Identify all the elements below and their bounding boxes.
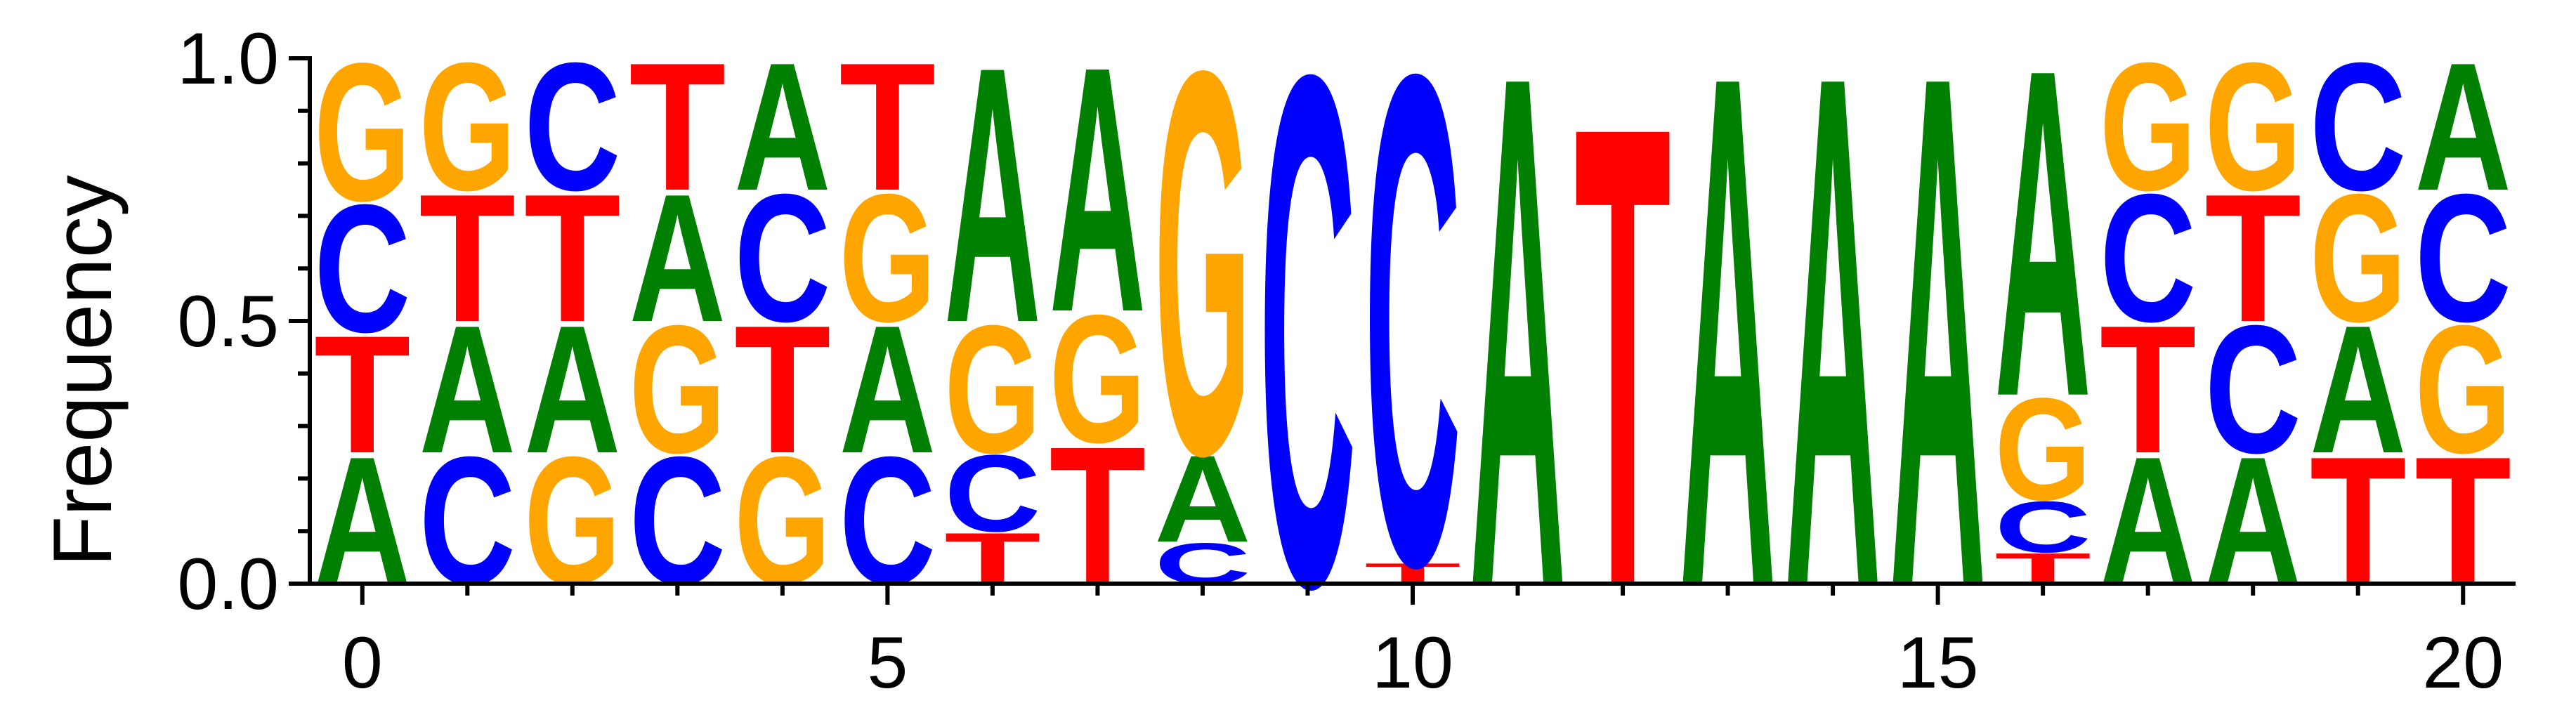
logo-letter-a-pos-16: A <box>1994 0 2091 494</box>
logo-letter-a-pos-8: A <box>1154 430 1251 568</box>
logo-letter-t-pos-4: T <box>734 287 831 492</box>
logo-letter-t-pos-1: T <box>419 156 516 360</box>
logo-letter-t-pos-5: T <box>839 25 936 229</box>
logo-letter-a-pos-19: A <box>2310 288 2407 492</box>
logo-letter-t-pos-2: T <box>524 156 621 360</box>
logo-letter-a-pos-6: A <box>944 0 1041 398</box>
logo-letter-c-pos-16: C <box>1994 486 2091 567</box>
logo-letter-c-pos-10: C <box>1364 0 1461 712</box>
logo-letter-a-pos-11: A <box>1470 0 1567 722</box>
logo-letter-a-pos-3: A <box>629 157 726 360</box>
logo-letter-c-pos-18: C <box>2204 288 2301 492</box>
logo-letter-g-pos-3: G <box>629 288 726 492</box>
x-tick-label: 20 <box>2422 622 2504 704</box>
logo-letter-a-pos-1: A <box>419 288 516 492</box>
y-tick-label: 0.5 <box>177 281 279 362</box>
logo-letter-c-pos-20: C <box>2414 157 2511 360</box>
logo-letter-a-pos-20: A <box>2414 25 2511 229</box>
logo-letter-a-pos-15: A <box>1890 0 1987 722</box>
logo-letter-t-pos-17: T <box>2100 287 2197 492</box>
logo-letter-c-pos-2: C <box>524 25 621 229</box>
logo-letter-c-pos-9: C <box>1260 0 1356 722</box>
logo-letter-g-pos-6: G <box>944 288 1041 492</box>
logo-letter-g-pos-20: G <box>2414 288 2511 492</box>
logo-letter-g-pos-0: G <box>314 22 411 242</box>
logo-letter-a-pos-2: A <box>524 288 621 492</box>
logo-letter-a-pos-7: A <box>1050 0 1146 385</box>
logo-letter-a-pos-5: A <box>839 288 936 492</box>
logo-letter-t-pos-3: T <box>629 25 726 229</box>
logo-letter-c-pos-19: C <box>2310 25 2407 229</box>
logo-letter-g-pos-19: G <box>2310 157 2407 360</box>
logo-letter-g-pos-18: G <box>2204 25 2301 229</box>
logo-letter-t-pos-18: T <box>2204 156 2301 360</box>
y-tick-label: 1.0 <box>177 18 279 100</box>
logo-letter-g-pos-1: G <box>419 25 516 229</box>
y-tick-label: 0.0 <box>177 544 279 625</box>
logo-letter-g-pos-7: G <box>1050 277 1146 481</box>
logo-letter-a-pos-13: A <box>1680 0 1777 722</box>
x-tick-label: 10 <box>1372 622 1453 704</box>
axes-layer: 0.0 0.5 1.0 0 5 10 15 20 <box>177 18 2516 704</box>
logo-letter-g-pos-8: G <box>1154 0 1251 568</box>
logo-letter-c-pos-6: C <box>944 432 1041 555</box>
logo-letter-t-pos-0: T <box>314 301 411 489</box>
logo-letter-c-pos-4: C <box>734 157 831 360</box>
x-tick-label: 15 <box>1897 622 1979 704</box>
logo-letter-g-pos-5: G <box>839 157 936 360</box>
y-axis-label: Frequency <box>37 175 129 567</box>
logo-letter-g-pos-16: G <box>1994 367 2091 531</box>
logo-letter-c-pos-17: C <box>2100 157 2197 360</box>
logo-letter-a-pos-4: A <box>734 25 831 229</box>
logo-letter-t-pos-12: T <box>1574 0 1671 722</box>
logo-letter-c-pos-0: C <box>314 167 411 371</box>
logo-letter-a-pos-14: A <box>1784 0 1881 722</box>
logo-letter-g-pos-17: G <box>2100 25 2197 229</box>
x-tick-label: 5 <box>867 622 908 704</box>
x-tick-label: 0 <box>342 622 383 704</box>
